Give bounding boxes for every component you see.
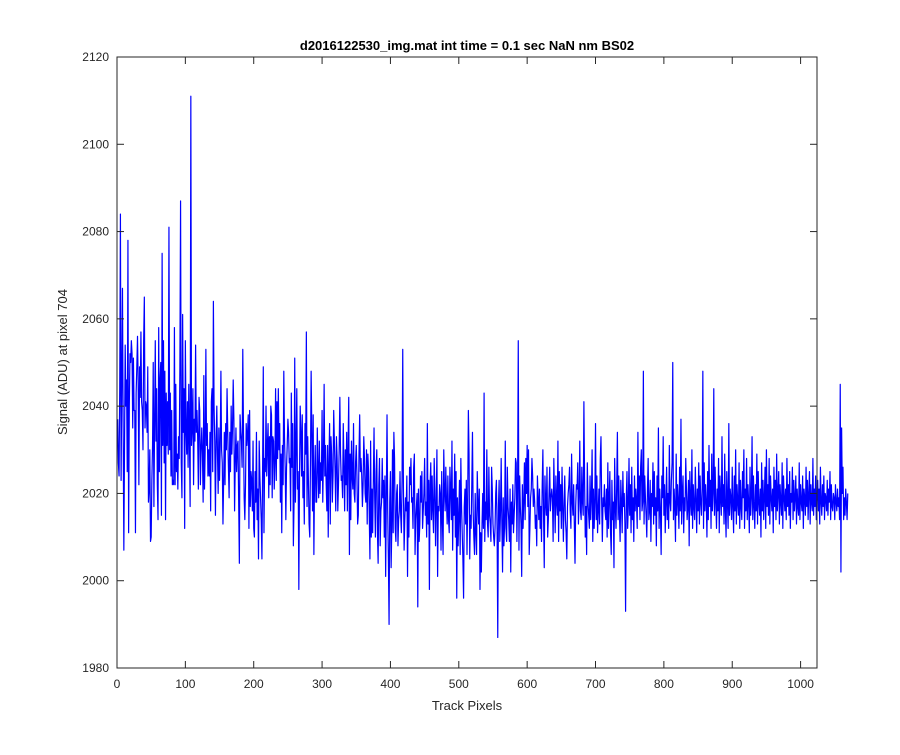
x-tick-label: 600 [517, 677, 537, 691]
x-tick-label: 300 [312, 677, 332, 691]
x-tick-label: 400 [380, 677, 400, 691]
x-tick-label: 1000 [787, 677, 814, 691]
x-tick-label: 800 [654, 677, 674, 691]
data-layer [117, 95, 849, 639]
y-tick-label: 2080 [82, 225, 109, 239]
y-axis: 1980 2000 2020 2040 2060 2080 2100 2120 [82, 50, 817, 675]
y-tick-label: 1980 [82, 661, 109, 675]
x-tick-label: 200 [244, 677, 264, 691]
x-tick-label: 0 [114, 677, 121, 691]
y-axis-label: Signal (ADU) at pixel 704 [55, 289, 70, 435]
x-tick-label: 700 [586, 677, 606, 691]
series-line-1 [117, 95, 849, 639]
y-tick-label: 2040 [82, 399, 109, 413]
x-axis-label: Track Pixels [432, 698, 503, 713]
y-tick-label: 2100 [82, 137, 109, 151]
axes-box [116, 56, 818, 669]
x-tick-label: 500 [449, 677, 469, 691]
y-tick-label: 2020 [82, 486, 109, 500]
y-tick-label: 2000 [82, 574, 109, 588]
x-axis: 0 100 200 300 400 500 600 700 800 900 1000 [114, 57, 814, 691]
y-tick-label: 2120 [82, 50, 109, 64]
chart-title: d2016122530_img.mat int time = 0.1 sec N… [300, 38, 634, 53]
y-tick-label: 2060 [82, 312, 109, 326]
x-tick-label: 900 [722, 677, 742, 691]
plot-area [117, 57, 817, 668]
x-tick-label: 100 [175, 677, 195, 691]
